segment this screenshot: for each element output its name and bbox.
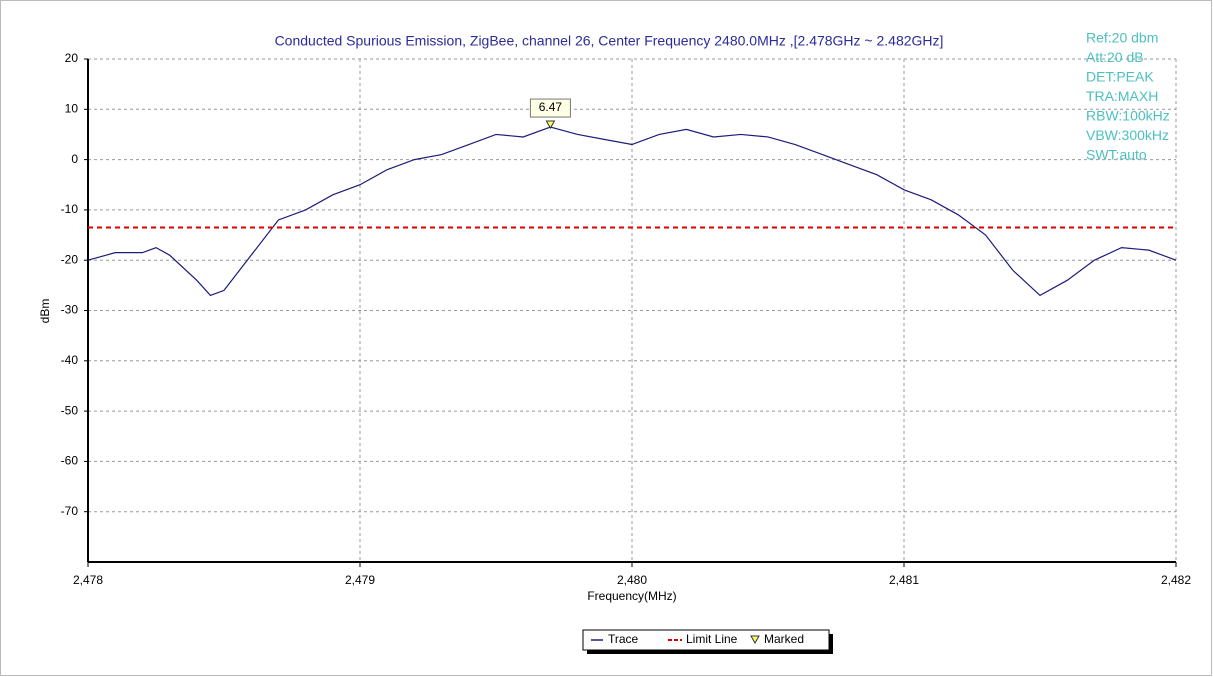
legend-label: Marked bbox=[764, 632, 804, 646]
annotation: Ref:20 dbm bbox=[1086, 30, 1158, 46]
y-tick-label: 20 bbox=[65, 51, 79, 65]
x-tick-label: 2,482 bbox=[1161, 573, 1191, 587]
annotation: SWT:auto bbox=[1086, 147, 1147, 163]
marker-label: 6.47 bbox=[539, 100, 563, 114]
y-axis-label: dBm bbox=[38, 299, 52, 324]
x-tick-label: 2,478 bbox=[73, 573, 103, 587]
x-tick-label: 2,481 bbox=[889, 573, 919, 587]
marker-label-box bbox=[529, 98, 571, 118]
y-tick-label: -50 bbox=[61, 403, 79, 417]
x-axis-label: Frequency(MHz) bbox=[587, 589, 676, 603]
x-tick-label: 2,479 bbox=[345, 573, 375, 587]
y-tick-label: -40 bbox=[61, 353, 79, 367]
annotation: VBW:300kHz bbox=[1086, 127, 1169, 143]
y-tick-label: 10 bbox=[65, 101, 79, 115]
legend-label: Limit Line bbox=[686, 632, 738, 646]
legend-swatch bbox=[750, 635, 760, 645]
y-tick-label: -10 bbox=[61, 202, 79, 216]
marker bbox=[545, 120, 556, 130]
y-tick-label: -30 bbox=[61, 303, 79, 317]
x-tick-label: 2,480 bbox=[617, 573, 647, 587]
legend-box bbox=[582, 629, 830, 651]
annotation: Att:20 dB bbox=[1086, 49, 1144, 65]
annotation: DET:PEAK bbox=[1086, 69, 1154, 85]
y-tick-label: 0 bbox=[71, 152, 78, 166]
y-tick-label: -20 bbox=[61, 252, 79, 266]
annotation: TRA:MAXH bbox=[1086, 88, 1158, 104]
trace-line bbox=[87, 126, 1177, 297]
annotation: RBW:100kHz bbox=[1086, 108, 1170, 124]
chart-title: Conducted Spurious Emission, ZigBee, cha… bbox=[275, 33, 944, 49]
y-tick-label: -60 bbox=[61, 454, 79, 468]
y-tick-label: -70 bbox=[61, 504, 79, 518]
legend-label: Trace bbox=[608, 632, 639, 646]
